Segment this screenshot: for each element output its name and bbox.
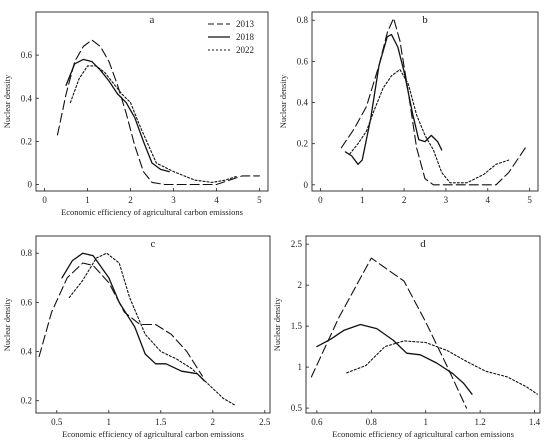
y-tick-label: 2.5 [291, 239, 303, 249]
series-line-2022 [68, 252, 237, 407]
series-line-2013 [310, 257, 468, 409]
y-tick-label: 0.4 [21, 93, 33, 103]
x-tick-label: 5 [257, 195, 262, 205]
plot-frame [35, 11, 269, 192]
x-tick-label: 2 [128, 195, 133, 205]
x-tick-label: 0.8 [366, 417, 378, 427]
series-line-2022 [346, 340, 538, 395]
y-tick-label: 0.2 [297, 139, 308, 149]
x-axis-label: Economic efficiency of agricultural carb… [332, 429, 514, 439]
panel-b: 0 1 2 3 4 5 0 0.2 0.4 0.6 0.8 Nuclear density b [278, 11, 539, 205]
panel-a: 0 1 2 3 4 5 0 0.2 0.4 0.6 Economic efficiency of a… [2, 11, 269, 217]
series-line-2018 [61, 252, 206, 382]
plot-frame [35, 235, 271, 414]
x-tick-label: 4 [486, 195, 491, 205]
x-tick-label: 1.4 [529, 417, 541, 427]
x-tick-label: 1 [85, 195, 90, 205]
y-tick-label: 2 [298, 280, 303, 290]
series-line-2022 [69, 65, 239, 183]
y-tick-label: 0.2 [21, 136, 32, 146]
panel-d: 0.6 0.8 1 1.2 1.4 0.5 1 1.5 2 2.5 Economic efficie… [272, 235, 541, 439]
legend-label-2018: 2018 [236, 32, 255, 42]
series-line-2013 [38, 262, 203, 377]
legend-label-2022: 2022 [236, 45, 254, 55]
y-tick-label: 0.5 [291, 403, 303, 413]
y-tick-label: 0.8 [21, 248, 33, 258]
y-tick-label: 0.6 [297, 56, 309, 66]
x-tick-label: 2.5 [259, 417, 271, 427]
panel-letter: a [150, 14, 155, 26]
y-tick-label: 0.6 [21, 297, 33, 307]
y-tick-label: 1.5 [291, 321, 303, 331]
x-tick-label: 5 [527, 195, 532, 205]
x-tick-label: 2 [402, 195, 407, 205]
panel-letter: d [420, 238, 426, 250]
series-line-2013 [56, 39, 260, 186]
x-axis-label: Economic efficiency of agricultural carb… [62, 429, 244, 439]
y-tick-label: 0 [304, 180, 309, 190]
series-line-2018 [344, 33, 443, 165]
x-tick-label: 0 [318, 195, 323, 205]
x-tick-label: 3 [444, 195, 449, 205]
x-tick-label: 4 [214, 195, 219, 205]
y-tick-label: 0 [28, 180, 33, 190]
y-tick-label: 0.4 [297, 98, 309, 108]
series-line-2018 [65, 58, 170, 173]
y-tick-label: 0.2 [21, 396, 32, 406]
x-tick-label: 1 [107, 417, 112, 427]
x-tick-label: 1.5 [155, 417, 167, 427]
x-tick-label: 3 [171, 195, 176, 205]
panel-c: 0.5 1 1.5 2 2.5 0.2 0.4 0.6 0.8 Economic efficien… [2, 235, 271, 439]
x-tick-label: 1 [360, 195, 365, 205]
panel-letter: c [151, 238, 156, 250]
y-axis-label: Nuclear density [272, 297, 282, 351]
y-axis-label: Nuclear density [2, 74, 12, 128]
y-tick-label: 1 [298, 362, 303, 372]
x-tick-label: 0.5 [51, 417, 63, 427]
x-tick-label: 1.2 [475, 417, 486, 427]
y-axis-label: Nuclear density [278, 74, 288, 128]
plot-frame [311, 11, 539, 192]
y-tick-label: 0.8 [297, 15, 309, 25]
plot-frame [305, 235, 541, 414]
y-tick-label: 0.6 [21, 50, 33, 60]
y-axis-label: Nuclear density [2, 297, 12, 351]
x-axis-label: Economic efficiency of agricultural carb… [61, 207, 243, 217]
series-line-2022 [349, 69, 510, 184]
series-line-2013 [340, 17, 526, 186]
x-tick-label: 0 [42, 195, 47, 205]
series-line-2018 [316, 323, 473, 395]
y-tick-label: 0.4 [21, 347, 33, 357]
x-tick-label: 2 [211, 417, 216, 427]
panel-letter: b [422, 14, 428, 26]
x-tick-label: 0.6 [311, 417, 323, 427]
legend-label-2013: 2013 [236, 19, 255, 29]
x-tick-label: 1 [423, 417, 428, 427]
